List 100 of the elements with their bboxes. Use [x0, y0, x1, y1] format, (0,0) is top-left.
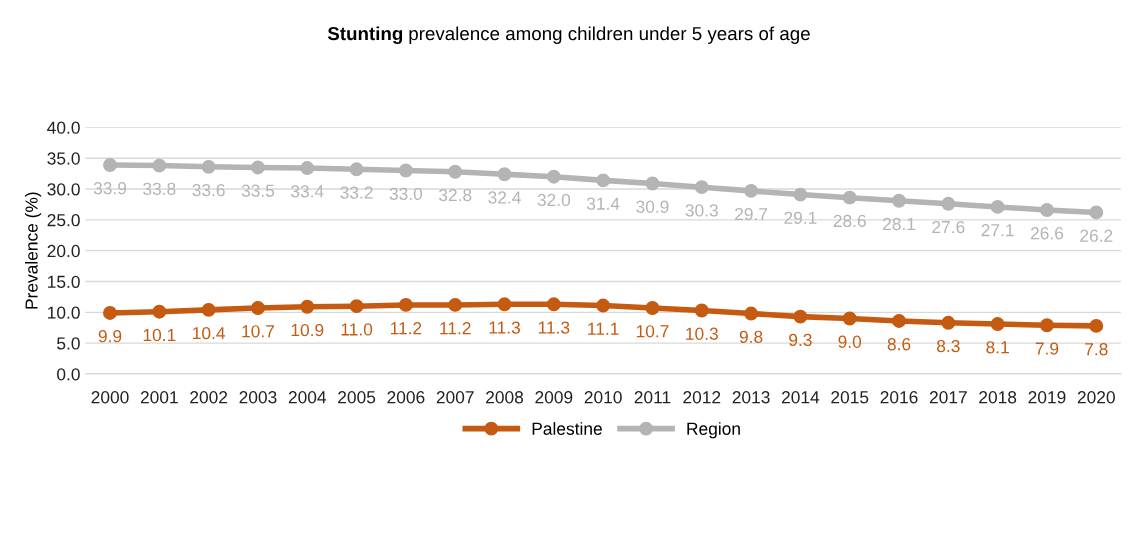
point	[251, 301, 265, 315]
legend-label: Region	[687, 422, 740, 439]
point	[1089, 318, 1104, 333]
point	[990, 317, 1005, 331]
point	[941, 315, 956, 330]
y-tick-label: 25.0	[47, 214, 80, 227]
data-label: 11.3	[489, 321, 521, 334]
data-label: 32.8	[438, 188, 472, 202]
x-tick-label: 2000	[91, 391, 129, 404]
point	[892, 314, 906, 328]
x-tick-label: 2010	[584, 391, 622, 404]
data-label: 8.3	[937, 339, 960, 353]
data-label: 32.4	[488, 191, 521, 204]
y-tick-label: 5.0	[57, 337, 80, 350]
x-tick-label: 2012	[683, 391, 721, 404]
data-label: 11.2	[440, 322, 471, 335]
data-label: 9.3	[789, 333, 812, 347]
point	[251, 160, 265, 175]
data-label: 32.0	[537, 193, 571, 207]
y-tick-label: 40.0	[47, 121, 80, 134]
data-label: 10.9	[291, 323, 324, 337]
data-label: 7.8	[1085, 343, 1108, 356]
point	[201, 302, 216, 317]
y-tick-label: 35.0	[47, 152, 80, 165]
chart-title: Stunting prevalence among children under 5 years of age	[327, 26, 810, 45]
point	[349, 299, 364, 314]
x-tick-label: 2002	[190, 391, 228, 404]
point	[152, 158, 167, 173]
point	[103, 305, 117, 320]
point	[842, 311, 857, 326]
data-label: 29.7	[735, 208, 768, 221]
x-tick-label: 2007	[436, 391, 474, 404]
data-label: 7.9	[1035, 342, 1059, 355]
y-tick-label: 15.0	[48, 275, 80, 288]
point	[744, 306, 759, 321]
point	[448, 297, 463, 312]
data-label: 30.9	[636, 200, 669, 213]
y-tick-label: 10.0	[48, 306, 80, 319]
point	[300, 299, 315, 314]
point	[546, 169, 561, 184]
data-label: 9.9	[98, 330, 122, 343]
data-label: 30.3	[685, 204, 718, 217]
data-label: 33.8	[143, 182, 176, 196]
point	[1040, 203, 1054, 217]
point	[300, 161, 315, 176]
point	[694, 303, 709, 318]
x-tick-label: 2005	[338, 391, 376, 404]
data-label: 28.1	[883, 217, 916, 231]
point	[497, 167, 512, 182]
x-tick-label: 2020	[1077, 391, 1115, 404]
y-tick-label: 30.0	[47, 183, 80, 196]
data-label: 33.4	[291, 185, 324, 198]
data-label: 27.6	[932, 220, 965, 234]
x-tick-label: 2019	[1028, 391, 1066, 404]
data-label: 10.3	[686, 327, 718, 340]
point	[793, 309, 808, 324]
legend-label: Palestine	[532, 422, 602, 435]
x-tick-label: 2017	[929, 391, 967, 404]
point	[1040, 318, 1054, 333]
data-label: 33.5	[241, 184, 275, 197]
point	[448, 164, 463, 179]
x-tick-label: 2008	[486, 391, 524, 404]
data-label: 26.6	[1030, 227, 1064, 240]
point	[398, 163, 413, 178]
y-axis-title: Prevalence (%)	[24, 192, 42, 309]
data-label: 11.2	[390, 322, 422, 335]
x-tick-label: 2001	[140, 391, 178, 404]
point	[990, 199, 1005, 214]
data-label: 11.0	[341, 323, 373, 336]
x-tick-label: 2016	[880, 391, 918, 404]
y-tick-label: 20.0	[47, 244, 80, 258]
point	[793, 187, 808, 202]
data-label: 26.2	[1080, 229, 1113, 242]
data-label: 33.2	[340, 186, 373, 199]
data-label: 31.4	[586, 197, 620, 210]
data-label: 28.6	[833, 214, 866, 228]
data-label: 29.1	[784, 211, 817, 224]
data-label: 11.1	[588, 322, 619, 335]
point	[645, 301, 660, 315]
point	[892, 193, 906, 208]
x-tick-label: 2013	[732, 391, 770, 404]
point	[744, 183, 759, 198]
data-label: 27.1	[981, 224, 1014, 237]
data-label: 33.0	[389, 187, 423, 200]
x-tick-label: 2014	[781, 391, 820, 404]
data-label: 8.6	[887, 338, 911, 351]
x-tick-label: 2009	[535, 391, 573, 404]
point	[201, 159, 216, 174]
data-label: 33.9	[93, 182, 127, 195]
point	[546, 297, 561, 312]
data-label: 10.7	[242, 325, 274, 338]
point	[152, 304, 167, 319]
point	[842, 190, 857, 205]
data-label: 10.7	[636, 325, 669, 338]
x-tick-label: 2018	[979, 391, 1017, 404]
point	[694, 180, 709, 195]
data-label: 10.4	[193, 326, 226, 340]
x-tick-label: 2006	[387, 391, 425, 404]
point	[497, 297, 512, 312]
data-label: 8.1	[986, 341, 1009, 354]
